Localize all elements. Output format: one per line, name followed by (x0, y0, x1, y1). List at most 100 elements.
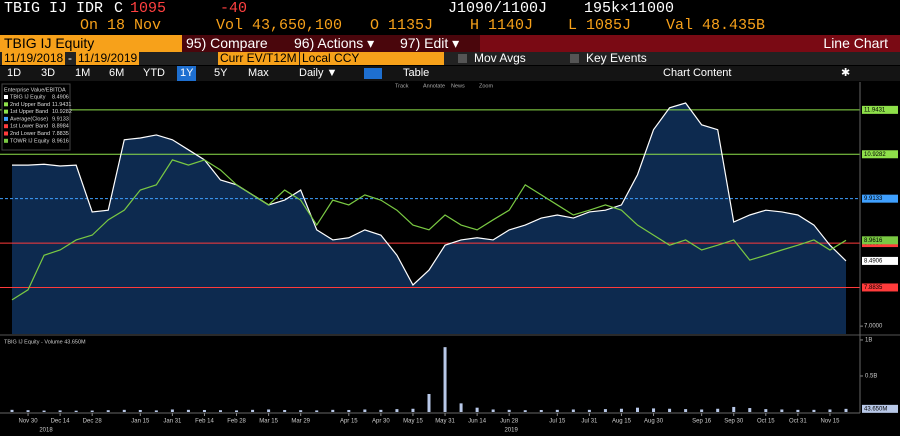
period-button[interactable]: Max (248, 67, 269, 79)
x-tick-label: Jul 15 (549, 419, 566, 425)
bid-ask: J1090/1100J (448, 0, 548, 17)
legend-value: 8.9616 (52, 138, 69, 144)
period-button[interactable]: 5Y (214, 67, 228, 79)
volume-bar (58, 410, 62, 412)
volume-bar (603, 409, 607, 412)
x-tick-label: Aug 15 (612, 419, 632, 425)
volume-bar (732, 406, 736, 412)
menu-bar: TBIG IJ Equity 95) Compare 96) Actions ▾… (0, 35, 900, 52)
period-button[interactable]: YTD (143, 67, 165, 79)
volume-bar (411, 408, 415, 412)
volume-bar (812, 409, 816, 412)
value-box-label: 7.8835 (864, 285, 883, 291)
date: On 18 Nov (80, 17, 162, 34)
volume-bar (459, 403, 463, 412)
settings-icon[interactable]: ✱ (841, 67, 851, 79)
value-box (862, 150, 898, 159)
volume-bar (42, 410, 46, 412)
legend-value: 8.8984 (52, 124, 69, 130)
volume-bar (587, 409, 591, 412)
volume-bar (219, 410, 222, 412)
volume-bar (395, 409, 399, 412)
x-tick-label: Jan 31 (163, 419, 182, 425)
x-tick-label: Sep 30 (724, 419, 744, 425)
period-button[interactable]: 1Y (177, 66, 197, 81)
x-year-label: 2018 (39, 428, 53, 434)
legend-value: 11.9431 (52, 102, 71, 108)
volume-bar (652, 408, 656, 412)
volume-bar (154, 410, 158, 412)
legend-value: 9.9133 (52, 116, 69, 122)
legend-label: Average(Close) (10, 116, 48, 122)
chart-tool: Track (395, 83, 409, 89)
end-date[interactable]: 11/19/2019 (76, 51, 140, 65)
x-tick-label: Aug 30 (644, 419, 664, 425)
legend-value: 8.4906 (52, 94, 69, 100)
open: O 1135J (370, 17, 434, 34)
ticker: TBIG IJ (4, 0, 68, 17)
value-box-label: 10.9282 (864, 152, 886, 158)
legend-label: TOWR IJ Equity (10, 138, 50, 144)
view-name: Line Chart (823, 35, 888, 51)
volume-bar (844, 408, 848, 412)
x-tick-label: Feb 14 (195, 419, 214, 425)
volume-bar (619, 408, 623, 412)
table-button[interactable]: Table (403, 67, 430, 79)
chart-icon[interactable] (364, 68, 382, 79)
legend-swatch (4, 109, 8, 114)
value-box-label: 9.9133 (864, 196, 883, 202)
legend-label: 2nd Lower Band (10, 131, 50, 137)
volume-bar (331, 409, 335, 412)
volume-bar (26, 410, 30, 412)
x-tick-label: Sep 16 (692, 419, 712, 425)
x-tick-label: Jul 31 (581, 419, 598, 425)
frequency[interactable]: Daily ▼ (299, 67, 338, 79)
currency: IDR (76, 0, 104, 17)
chart-content[interactable]: Chart Content (663, 67, 732, 79)
volume-bar (427, 393, 431, 412)
chart-tool: Zoom (479, 83, 493, 89)
menu-item[interactable]: 97) Edit ▾ (396, 35, 480, 52)
checkbox[interactable] (570, 54, 579, 63)
period-button[interactable]: 1D (7, 67, 22, 79)
field[interactable]: Curr EV/T12M (218, 51, 299, 65)
volume-bar (684, 409, 688, 412)
legend-swatch (4, 102, 8, 107)
volume-bar (202, 409, 206, 412)
volume-bar (780, 409, 784, 412)
option[interactable]: Mov Avgs (474, 51, 526, 65)
volume-bar (363, 409, 367, 412)
x-tick-label: Mar 15 (259, 419, 278, 425)
menu-item[interactable]: 95) Compare (182, 35, 292, 52)
volume-bar (106, 410, 110, 412)
volume-bar (555, 409, 559, 412)
legend-label: TBIG IJ Equity (10, 94, 46, 100)
x-year-label: 2019 (504, 428, 518, 434)
x-tick-label: Oct 15 (757, 419, 775, 425)
x-tick-label: Apr 30 (372, 419, 390, 425)
start-date[interactable]: 11/19/2018 (2, 51, 66, 65)
option[interactable]: Key Events (586, 51, 647, 65)
high: H 1140J (470, 17, 534, 34)
legend-swatch (4, 138, 8, 143)
checkbox[interactable] (458, 54, 467, 63)
chart-tool: Annotate (423, 83, 445, 89)
period-button[interactable]: 6M (109, 67, 125, 79)
y-tick-label: 1B (865, 338, 872, 344)
volume-bar (636, 407, 639, 412)
legend-box (1, 83, 71, 151)
volume-title: TBIG IJ Equity - Volume 43.650M (4, 339, 86, 345)
menu-item[interactable]: 96) Actions ▾ (290, 35, 398, 52)
period-button[interactable]: 3D (41, 67, 56, 79)
security[interactable]: TBIG IJ Equity (0, 35, 182, 52)
volume-bar (267, 409, 271, 412)
legend-label: 2nd Upper Band (10, 102, 50, 108)
volume-bar (507, 409, 511, 412)
volume: Vol 43,650,100 (216, 17, 343, 34)
currency-select[interactable]: Local CCY (300, 52, 444, 65)
value-box-label: 43.650M (864, 406, 887, 412)
x-tick-label: Feb 28 (227, 419, 246, 425)
volume-bar (668, 408, 672, 412)
period-button[interactable]: 1M (75, 67, 91, 79)
x-tick-label: Apr 15 (340, 419, 358, 425)
